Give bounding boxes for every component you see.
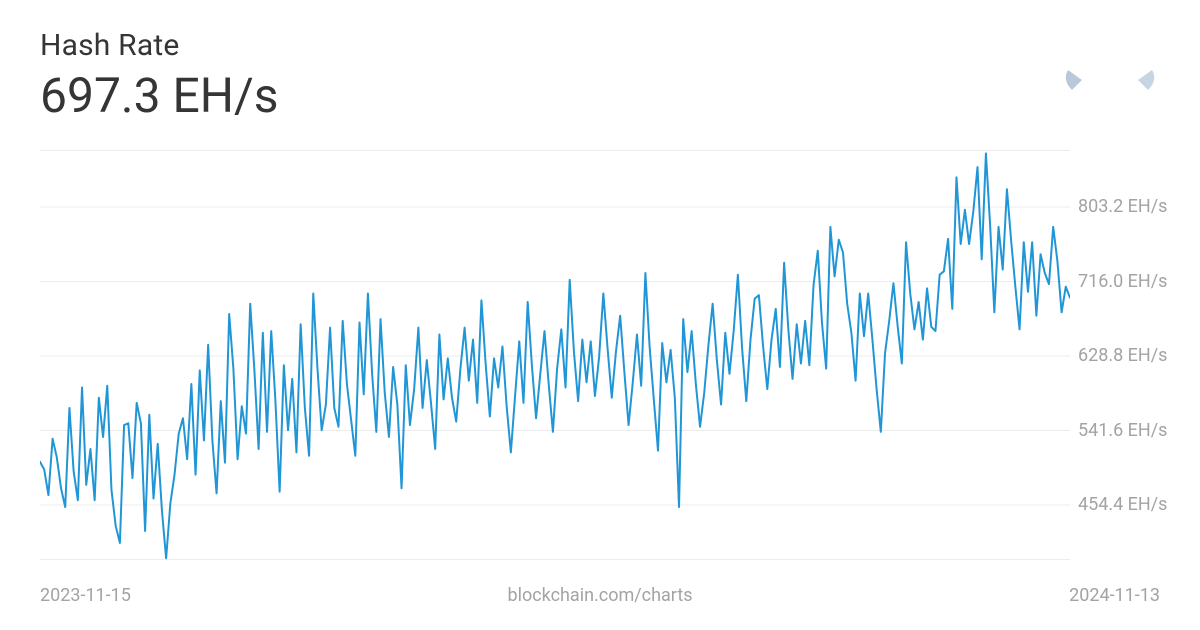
- y-axis-tick-label: 541.6 EH/s: [1078, 420, 1167, 441]
- y-axis-tick-label: 454.4 EH/s: [1078, 494, 1167, 515]
- chart-header: Hash Rate 697.3 EH/s: [40, 28, 279, 124]
- y-axis-labels: 454.4 EH/s 541.6 EH/s 628.8 EH/s 716.0 EH/s…: [1078, 150, 1198, 560]
- y-axis-tick-label: 803.2 EH/s: [1078, 196, 1167, 217]
- x-axis-end-date: 2024-11-13: [1069, 585, 1160, 606]
- chart-title: Hash Rate: [40, 28, 279, 63]
- chart-footer: 2023-11-15 blockchain.com/charts 2024-11…: [40, 585, 1160, 606]
- chart-current-value: 697.3 EH/s: [40, 67, 279, 124]
- chart-source: blockchain.com/charts: [40, 585, 1160, 606]
- chart-card: Hash Rate 697.3 EH/s 454.4 EH/s 541.6 EH/…: [0, 0, 1200, 630]
- y-axis-tick-label: 628.8 EH/s: [1078, 345, 1167, 366]
- y-axis-tick-label: 716.0 EH/s: [1078, 271, 1167, 292]
- chart-plot-area: [40, 150, 1070, 560]
- blockchain-logo-icon: [1060, 20, 1160, 120]
